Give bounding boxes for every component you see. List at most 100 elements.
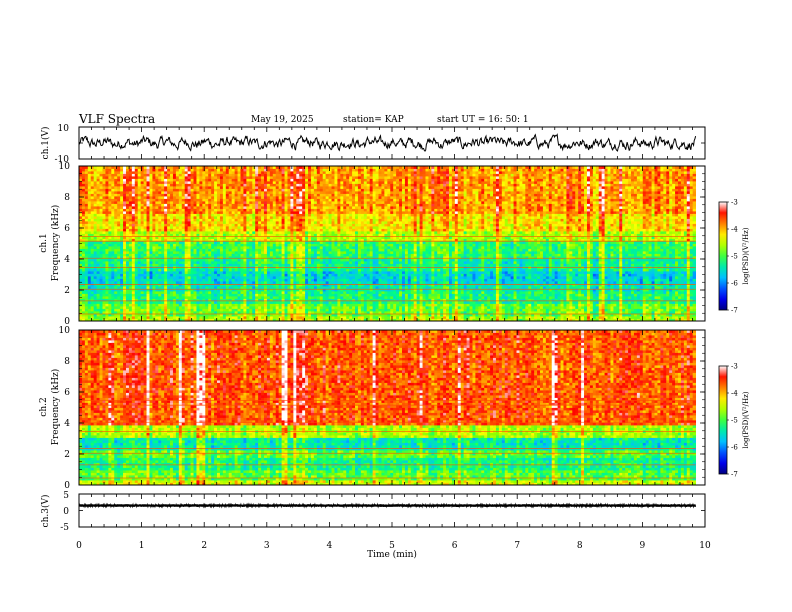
spectrogram-cell [610,273,614,277]
spectrogram-cell [642,313,647,317]
spectrogram-cell [357,316,362,319]
spectrogram-cell [616,293,620,297]
spectrogram-cell [275,286,280,289]
spectrogram-cell [454,316,459,319]
spectrogram-cell [155,316,159,319]
spectrogram-cell [401,311,406,314]
spectrogram-cell [404,268,409,272]
spectrogram-cell [246,308,250,312]
spectrogram-cell [578,308,582,312]
spectrogram-cell [205,318,209,322]
spectrogram-cell [108,278,112,282]
spectrogram-cell [551,318,556,322]
spectrogram-cell [410,271,415,274]
spectrogram-cell [120,276,124,279]
spectrogram-cell [495,273,500,277]
spectrogram-cell [146,308,150,312]
spectrogram-cell [557,311,561,314]
spectrogram-cell [598,293,603,297]
spectrogram-cell [205,291,209,294]
spectrogram-cell [275,296,280,299]
spectrogram-cell [134,278,139,282]
spectrogram-cell [542,268,547,272]
spectrogram-cell [120,263,124,267]
spectrogram-cell [187,298,191,302]
spectrogram-cell [584,271,588,274]
spectrogram-cell [437,316,441,319]
spectrogram-cell [584,276,588,279]
spectrogram-cell [410,281,415,284]
spectrogram-cell [666,303,670,307]
spectrogram-cell [237,281,241,284]
spectrogram-cell [516,316,520,319]
spectrogram-cell [143,316,147,319]
spectrogram-cell [613,318,617,322]
spectrogram-cell [96,286,100,289]
spectrogram-cell [604,308,608,312]
spectrogram-cell [534,281,538,284]
spectrogram-cell [390,308,394,312]
spectrogram-cell [648,273,652,277]
spectrogram-cell [454,286,459,289]
spectrogram-cell [669,301,673,304]
spectrogram-cell [331,318,335,322]
spectrogram-cell [507,276,512,279]
spectrogram-cell [604,291,608,294]
spectrogram-cell [613,273,617,277]
spectrogram-cell [616,281,620,284]
spectrogram-cell [657,298,661,302]
spectrogram-cell [566,318,570,322]
spectrogram-cell [434,311,438,314]
spectrogram-cell [328,296,332,299]
spectrogram-cell [81,261,86,264]
spectrogram-cell [495,271,500,274]
spectrogram-cell [149,313,153,317]
spectrogram-cell [158,301,162,304]
spectrogram-cell [384,298,388,302]
spectrogram-cell [384,308,388,312]
spectrogram-cell [431,281,435,284]
spectrogram-cell [410,308,415,312]
spectrogram-cell [275,268,280,272]
spectrogram-cell [454,311,459,314]
spectrogram-cell [677,301,682,304]
spectrogram-cell [225,316,230,319]
spectrogram-cell [114,311,118,314]
spectrogram-cell [636,306,641,309]
spectrogram-cell [208,276,212,279]
spectrogram-cell [410,313,415,317]
spectrogram-cell [616,291,620,294]
spectrogram-cell [196,271,200,274]
spectrogram-cell [99,311,103,314]
spectrogram-cell [261,291,265,294]
spectrogram-cell [258,313,262,317]
spectrogram-cell [205,288,209,292]
spectrogram-cell [390,301,394,304]
spectrogram-cell [460,296,465,299]
spectrogram-cell [396,276,400,279]
spectrogram-cell [469,301,473,304]
spectrogram-cell [128,261,133,264]
spectrogram-cell [522,301,526,304]
spectrogram-cell [566,306,570,309]
spectrogram-cell [636,278,641,282]
spectrogram-cell [96,263,100,267]
spectrogram-cell [510,311,514,314]
spectrogram-cell [428,301,432,304]
spectrogram-cell [131,271,136,274]
spectrogram-cell [592,296,597,299]
spectrogram-cell [305,298,309,302]
spectrogram-cell [313,286,318,289]
spectrogram-cell [680,296,685,299]
spectrogram-cell [454,293,459,297]
spectrogram-cell [501,271,506,274]
spectrogram-cell [504,308,509,312]
spectrogram-cell [598,316,603,319]
spectrogram-cell [654,293,658,297]
spectrogram-cell [654,313,658,317]
spectrogram-cell [396,268,400,272]
spectrogram-cell [598,276,603,279]
spectrogram-cell [542,318,547,322]
spectrogram-cell [237,318,241,322]
spectrogram-cell [537,271,541,274]
